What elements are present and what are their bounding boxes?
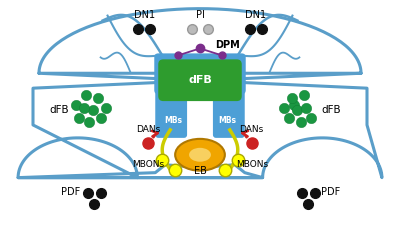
Text: dFB: dFB (188, 75, 212, 85)
Text: MBONs: MBONs (236, 160, 268, 169)
Ellipse shape (189, 148, 211, 162)
Text: MBONs: MBONs (132, 160, 164, 169)
Text: PI: PI (196, 10, 204, 20)
Text: DANs: DANs (240, 125, 264, 134)
Text: EB: EB (194, 166, 206, 176)
Text: MBs: MBs (164, 116, 182, 126)
Ellipse shape (175, 139, 225, 171)
FancyBboxPatch shape (154, 53, 246, 94)
Text: dFB: dFB (321, 105, 341, 115)
Text: MBs: MBs (218, 116, 236, 126)
FancyBboxPatch shape (158, 59, 242, 101)
Text: DANs: DANs (136, 125, 160, 134)
FancyBboxPatch shape (213, 82, 245, 138)
Text: DPM: DPM (215, 41, 240, 50)
Text: PDF: PDF (321, 187, 340, 197)
FancyBboxPatch shape (155, 82, 187, 138)
Text: PDF: PDF (62, 187, 81, 197)
Text: DN1: DN1 (245, 10, 266, 20)
Text: DN1: DN1 (134, 10, 155, 20)
Text: dFB: dFB (49, 105, 69, 115)
